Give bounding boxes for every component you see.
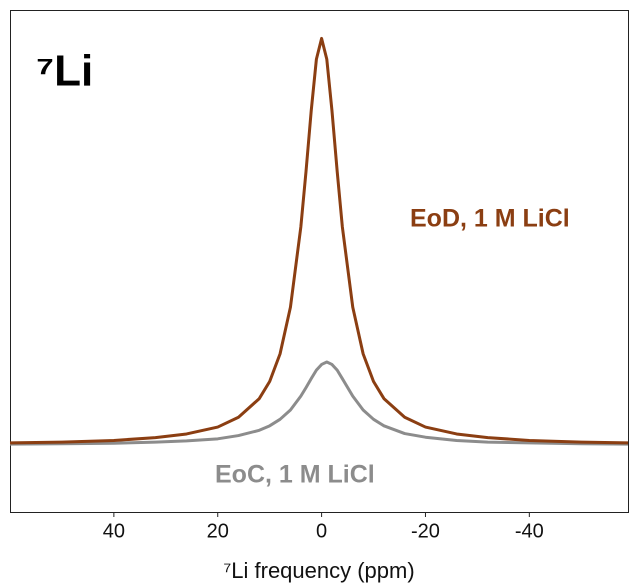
series-label: EoD, 1 M LiCl: [410, 205, 570, 233]
x-axis-label: ⁷Li frequency (ppm): [223, 558, 414, 583]
x-tick-label: 40: [103, 520, 125, 542]
nucleus-label: ⁷Li: [36, 47, 93, 96]
spectrum-line: [9, 36, 629, 445]
spectrum-line: [9, 360, 629, 446]
x-tick-label: -40: [515, 520, 544, 542]
series-label: EoC, 1 M LiCl: [215, 461, 375, 489]
x-tick-label: 0: [316, 520, 327, 542]
x-tick-label: -20: [411, 520, 440, 542]
x-tick-label: 20: [207, 520, 229, 542]
plot-frame: [10, 10, 629, 513]
